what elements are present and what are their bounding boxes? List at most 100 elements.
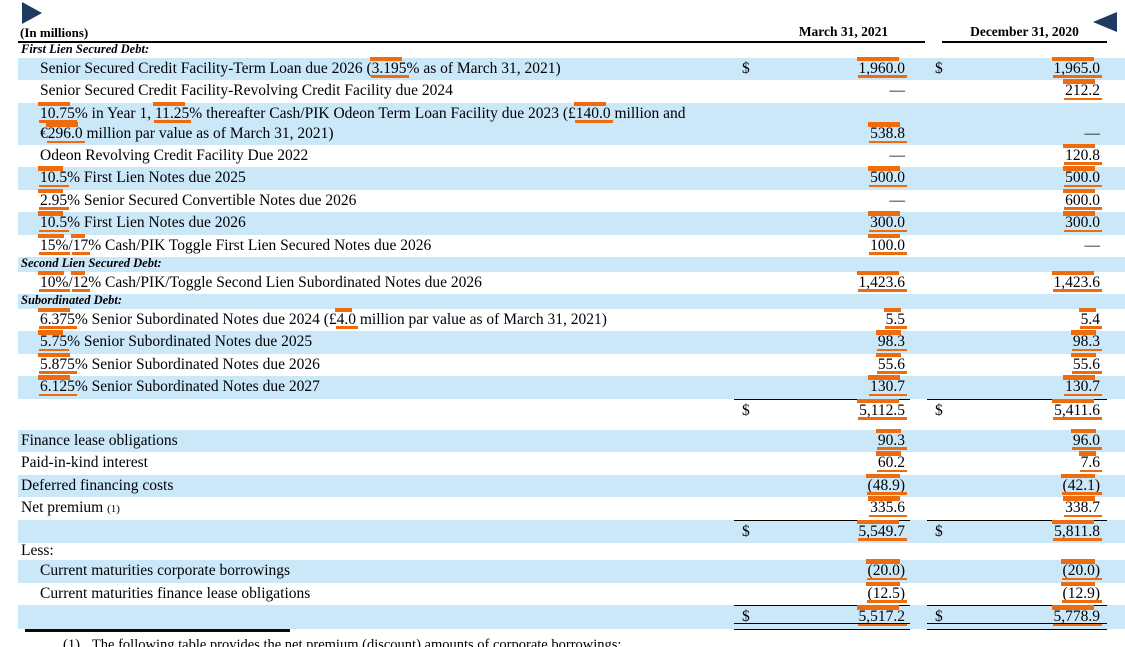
annotated-value: 130.7	[1065, 378, 1100, 395]
value-cell	[734, 543, 910, 561]
cell-value	[935, 294, 1100, 309]
value-cell: 120.8	[927, 145, 1107, 168]
row-label: First Lien Secured Debt:	[21, 42, 150, 56]
cell-value: 1,965.0	[943, 58, 1101, 81]
row-label: 10.75% in Year 1, 11.25% thereafter Cash…	[40, 104, 686, 143]
cell-value: (42.1)	[935, 475, 1100, 498]
annotated-value: 500.0	[870, 169, 905, 186]
footnote: (1) The following table provides the net …	[63, 637, 621, 647]
cell-value: 5,411.6	[943, 400, 1100, 430]
cell-value: —	[889, 146, 906, 164]
cell-value: 100.0	[742, 235, 905, 258]
right-margin	[1107, 452, 1125, 475]
cell-value: (12.9)	[935, 583, 1100, 606]
right-margin	[1107, 167, 1125, 190]
debt-table: (In millions) March 31, 2021 December 31…	[18, 24, 1125, 629]
annotated-value: 98.3	[1072, 333, 1100, 350]
column-gap	[910, 605, 927, 629]
cell-value: 500.0	[742, 167, 905, 190]
value-cell: 55.6	[927, 354, 1107, 377]
table-row: Deferred financing costs (48.9) (42.1)	[18, 474, 1125, 498]
cell-value: 335.6	[742, 497, 905, 520]
column-gap	[910, 167, 927, 190]
annotated-value: 1,960.0	[858, 59, 906, 77]
currency-symbol: $	[935, 401, 943, 419]
cell-value: 7.6	[935, 452, 1100, 475]
row-label	[18, 605, 734, 629]
value-cell: 5.4	[927, 309, 1107, 332]
table-row: 2.95% Senior Secured Convertible Notes d…	[18, 190, 1125, 213]
column-gap	[910, 560, 927, 583]
currency-symbol: $	[742, 59, 750, 77]
column-gap	[910, 309, 927, 332]
column-gap	[910, 272, 927, 295]
debt-table-rows: First Lien Secured Debt: Senior Secured C…	[18, 42, 1125, 629]
annotated-value: 60.2	[877, 454, 905, 471]
row-label: Paid-in-kind interest	[21, 454, 148, 471]
right-margin	[1107, 235, 1125, 258]
row-label: Deferred financing costs	[21, 476, 174, 494]
column-gap	[910, 58, 927, 81]
row-label: 10%/12% Cash/PIK/Toggle Second Lien Subo…	[40, 273, 482, 291]
table-row: $5,549.7 $5,811.8	[18, 519, 1125, 543]
column-gap	[910, 520, 927, 543]
value-cell: (12.9)	[927, 583, 1107, 606]
value-cell: 96.0	[927, 430, 1107, 453]
value-cell: $1,960.0	[734, 58, 910, 81]
value-cell: —	[927, 103, 1107, 145]
column-gap	[910, 43, 927, 58]
cell-value	[935, 543, 1100, 561]
annotated-value: 300.0	[1065, 214, 1100, 231]
value-cell: 100.0	[734, 235, 910, 258]
right-margin	[1107, 430, 1125, 453]
cell-value: 130.7	[935, 376, 1100, 399]
cell-value: —	[889, 191, 906, 209]
value-cell	[734, 43, 910, 58]
units-label: (In millions)	[18, 25, 762, 43]
cell-value: 500.0	[935, 167, 1100, 190]
column-gap	[910, 354, 927, 377]
annotated-value: 7.6	[1080, 454, 1100, 471]
right-margin	[1107, 583, 1125, 606]
annotated-token: 6.375	[40, 310, 75, 328]
row-label: Odeon Revolving Credit Facility Due 2022	[40, 146, 309, 164]
footnote-separator	[25, 629, 290, 632]
annotated-value: 212.2	[1065, 82, 1100, 99]
annotated-token: 5.75	[40, 333, 68, 350]
value-cell: $5,778.9	[927, 605, 1107, 629]
row-label: 15%/17% Cash/PIK Toggle First Lien Secur…	[40, 236, 432, 254]
section-row: Subordinated Debt:	[18, 293, 1125, 309]
value-cell: 1,423.6	[734, 272, 910, 295]
value-cell: 500.0	[927, 167, 1107, 190]
cell-value: 212.2	[935, 80, 1100, 103]
value-cell: (20.0)	[734, 560, 910, 583]
table-row: 10.5% First Lien Notes due 2025 500.0 500.…	[18, 167, 1125, 190]
right-margin	[1107, 309, 1125, 332]
value-cell: 7.6	[927, 452, 1107, 475]
cell-value: 98.3	[742, 331, 905, 354]
right-margin	[1107, 475, 1125, 498]
cell-value	[742, 257, 905, 272]
cell-value: 1,423.6	[742, 272, 906, 295]
annotated-value: 500.0	[1065, 169, 1100, 186]
value-cell: (48.9)	[734, 475, 910, 498]
column-gap	[910, 399, 927, 430]
row-label: Net premium (1)	[21, 499, 120, 516]
table-row: Net premium (1) 335.6 338.7	[18, 497, 1125, 520]
row-label: 6.375% Senior Subordinated Notes due 202…	[40, 310, 607, 328]
value-cell	[927, 43, 1107, 58]
table-row: 6.375% Senior Subordinated Notes due 202…	[18, 309, 1125, 332]
footnote-marker: (1)	[63, 637, 80, 647]
annotated-value: (20.0)	[867, 562, 905, 579]
right-margin	[1107, 497, 1125, 520]
footnote-text: The following table provides the net pre…	[91, 637, 622, 647]
right-margin	[1107, 520, 1125, 543]
section-row: Second Lien Secured Debt:	[18, 256, 1125, 272]
table-row: 6.125% Senior Subordinated Notes due 202…	[18, 376, 1125, 399]
row-label: 2.95% Senior Secured Convertible Notes d…	[40, 191, 357, 209]
table-row: Senior Secured Credit Facility-Revolving…	[18, 80, 1125, 103]
annotated-value: 5,411.6	[1054, 401, 1100, 419]
value-cell: 130.7	[734, 376, 910, 399]
table-row: Less:	[18, 542, 1125, 561]
value-cell: —	[734, 145, 910, 168]
